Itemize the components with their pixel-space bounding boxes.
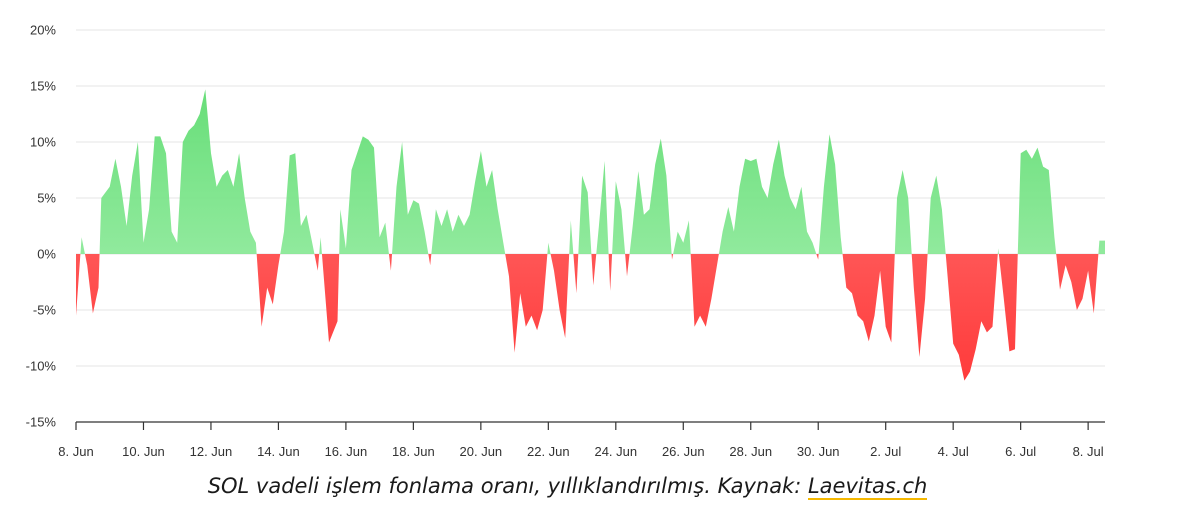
x-tick-label: 8. Jul bbox=[1073, 444, 1104, 459]
y-axis: 20% 15% 10% 5% 0% -5% -10% -15% bbox=[26, 23, 57, 430]
y-tick-label: 0% bbox=[37, 247, 56, 262]
x-tick-label: 18. Jun bbox=[392, 444, 435, 459]
x-tick-label: 16. Jun bbox=[325, 444, 368, 459]
x-tick-label: 14. Jun bbox=[257, 444, 300, 459]
x-tick-label: 30. Jun bbox=[797, 444, 840, 459]
negative-area bbox=[76, 254, 1105, 381]
y-tick-label: 5% bbox=[37, 191, 56, 206]
plot-area bbox=[76, 89, 1105, 381]
x-tick-label: 12. Jun bbox=[190, 444, 233, 459]
caption-text: SOL vadeli işlem fonlama oranı, yıllıkla… bbox=[207, 474, 808, 498]
x-tick-label: 26. Jun bbox=[662, 444, 705, 459]
y-tick-label: -10% bbox=[26, 359, 57, 374]
x-tick-label: 20. Jun bbox=[460, 444, 503, 459]
y-tick-label: 20% bbox=[30, 23, 56, 38]
x-tick-label: 10. Jun bbox=[122, 444, 165, 459]
y-tick-label: 15% bbox=[30, 79, 56, 94]
y-tick-label: 10% bbox=[30, 135, 56, 150]
y-tick-label: -15% bbox=[26, 415, 57, 430]
x-tick-label: 6. Jul bbox=[1005, 444, 1036, 459]
y-tick-label: -5% bbox=[33, 303, 57, 318]
x-tick-label: 28. Jun bbox=[729, 444, 772, 459]
x-axis: 8. Jun 10. Jun 12. Jun 14. Jun 16. Jun 18. Ju… bbox=[58, 421, 1105, 459]
funding-rate-chart: 20% 15% 10% 5% 0% -5% -10% -15% 8. Jun 10. Jun 12… bbox=[26, 23, 1105, 459]
chart-caption: SOL vadeli işlem fonlama oranı, yıllıkla… bbox=[0, 474, 1135, 500]
x-tick-label: 4. Jul bbox=[938, 444, 969, 459]
source-link[interactable]: Laevitas.ch bbox=[807, 474, 928, 500]
x-tick-label: 24. Jun bbox=[594, 444, 637, 459]
x-tick-label: 2. Jul bbox=[870, 444, 901, 459]
x-tick-label: 8. Jun bbox=[58, 444, 93, 459]
x-tick-label: 22. Jun bbox=[527, 444, 570, 459]
positive-area bbox=[76, 89, 1105, 254]
